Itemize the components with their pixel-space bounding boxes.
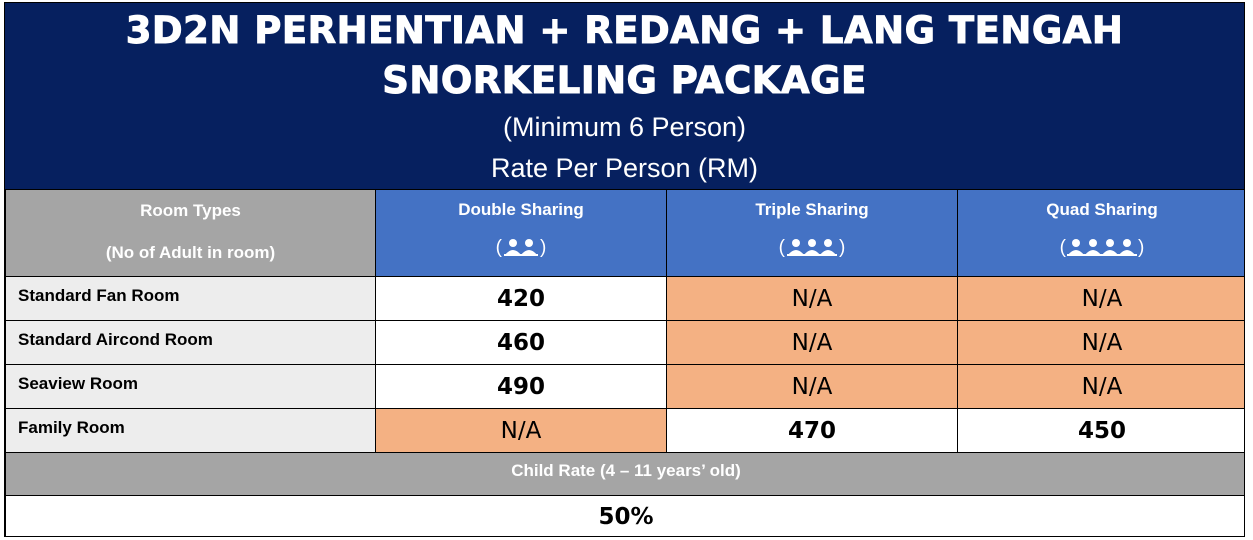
three-people-icon xyxy=(787,239,837,256)
rate-table: Room Types (No of Adult in room) Double … xyxy=(5,189,1244,536)
package-title-line2: SNORKELING PACKAGE xyxy=(382,59,867,103)
quad-sharing-icon-group: () xyxy=(1059,237,1145,258)
table-row: Seaview Room 490 N/A N/A xyxy=(5,364,1244,409)
triple-rate-cell: 470 xyxy=(666,408,958,453)
quad-sharing-label: Quad Sharing xyxy=(1046,200,1158,219)
double-sharing-icon-group: () xyxy=(495,237,547,258)
table-row: Family Room N/A 470 450 xyxy=(5,408,1244,453)
rate-basis-note: Rate Per Person (RM) xyxy=(490,153,759,183)
child-rate-label: Child Rate (4 – 11 years’ old) xyxy=(5,452,1244,496)
room-type-cell: Standard Aircond Room xyxy=(5,320,376,365)
adults-in-room-label: (No of Adult in room) xyxy=(105,243,276,262)
room-type-cell: Seaview Room xyxy=(5,364,376,409)
child-rate-header-row: Child Rate (4 – 11 years’ old) xyxy=(5,452,1244,496)
double-rate-cell: 490 xyxy=(375,364,667,409)
quad-rate-cell: N/A xyxy=(957,364,1244,409)
triple-sharing-header: Triple Sharing () xyxy=(666,189,958,277)
double-sharing-label: Double Sharing xyxy=(458,200,584,219)
triple-rate-cell: N/A xyxy=(666,320,958,365)
quad-sharing-header: Quad Sharing () xyxy=(957,189,1244,277)
table-header-row: Room Types (No of Adult in room) Double … xyxy=(5,189,1244,277)
room-type-cell: Family Room xyxy=(5,408,376,453)
triple-sharing-label: Triple Sharing xyxy=(755,200,869,219)
room-type-cell: Standard Fan Room xyxy=(5,276,376,321)
double-rate-cell: 420 xyxy=(375,276,667,321)
table-row: Standard Fan Room 420 N/A N/A xyxy=(5,276,1244,321)
room-types-header: Room Types (No of Adult in room) xyxy=(5,189,376,277)
child-rate-value-row: 50% xyxy=(5,495,1244,536)
quad-rate-cell: 450 xyxy=(957,408,1244,453)
double-rate-cell: N/A xyxy=(375,408,667,453)
quad-rate-cell: N/A xyxy=(957,320,1244,365)
double-sharing-header: Double Sharing () xyxy=(375,189,667,277)
four-people-icon xyxy=(1067,239,1137,256)
triple-sharing-icon-group: () xyxy=(778,237,846,258)
triple-rate-cell: N/A xyxy=(666,364,958,409)
minimum-persons-note: (Minimum 6 Person) xyxy=(502,112,747,142)
package-rate-card: 3D2N PERHENTIAN + REDANG + LANG TENGAH S… xyxy=(4,2,1245,537)
triple-rate-cell: N/A xyxy=(666,276,958,321)
two-people-icon xyxy=(504,239,538,256)
room-types-label: Room Types xyxy=(140,201,241,220)
child-rate-value: 50% xyxy=(5,495,1244,536)
package-title-line1: 3D2N PERHENTIAN + REDANG + LANG TENGAH xyxy=(125,9,1124,53)
quad-rate-cell: N/A xyxy=(957,276,1244,321)
table-row: Standard Aircond Room 460 N/A N/A xyxy=(5,320,1244,365)
double-rate-cell: 460 xyxy=(375,320,667,365)
package-header: 3D2N PERHENTIAN + REDANG + LANG TENGAH S… xyxy=(5,3,1244,189)
